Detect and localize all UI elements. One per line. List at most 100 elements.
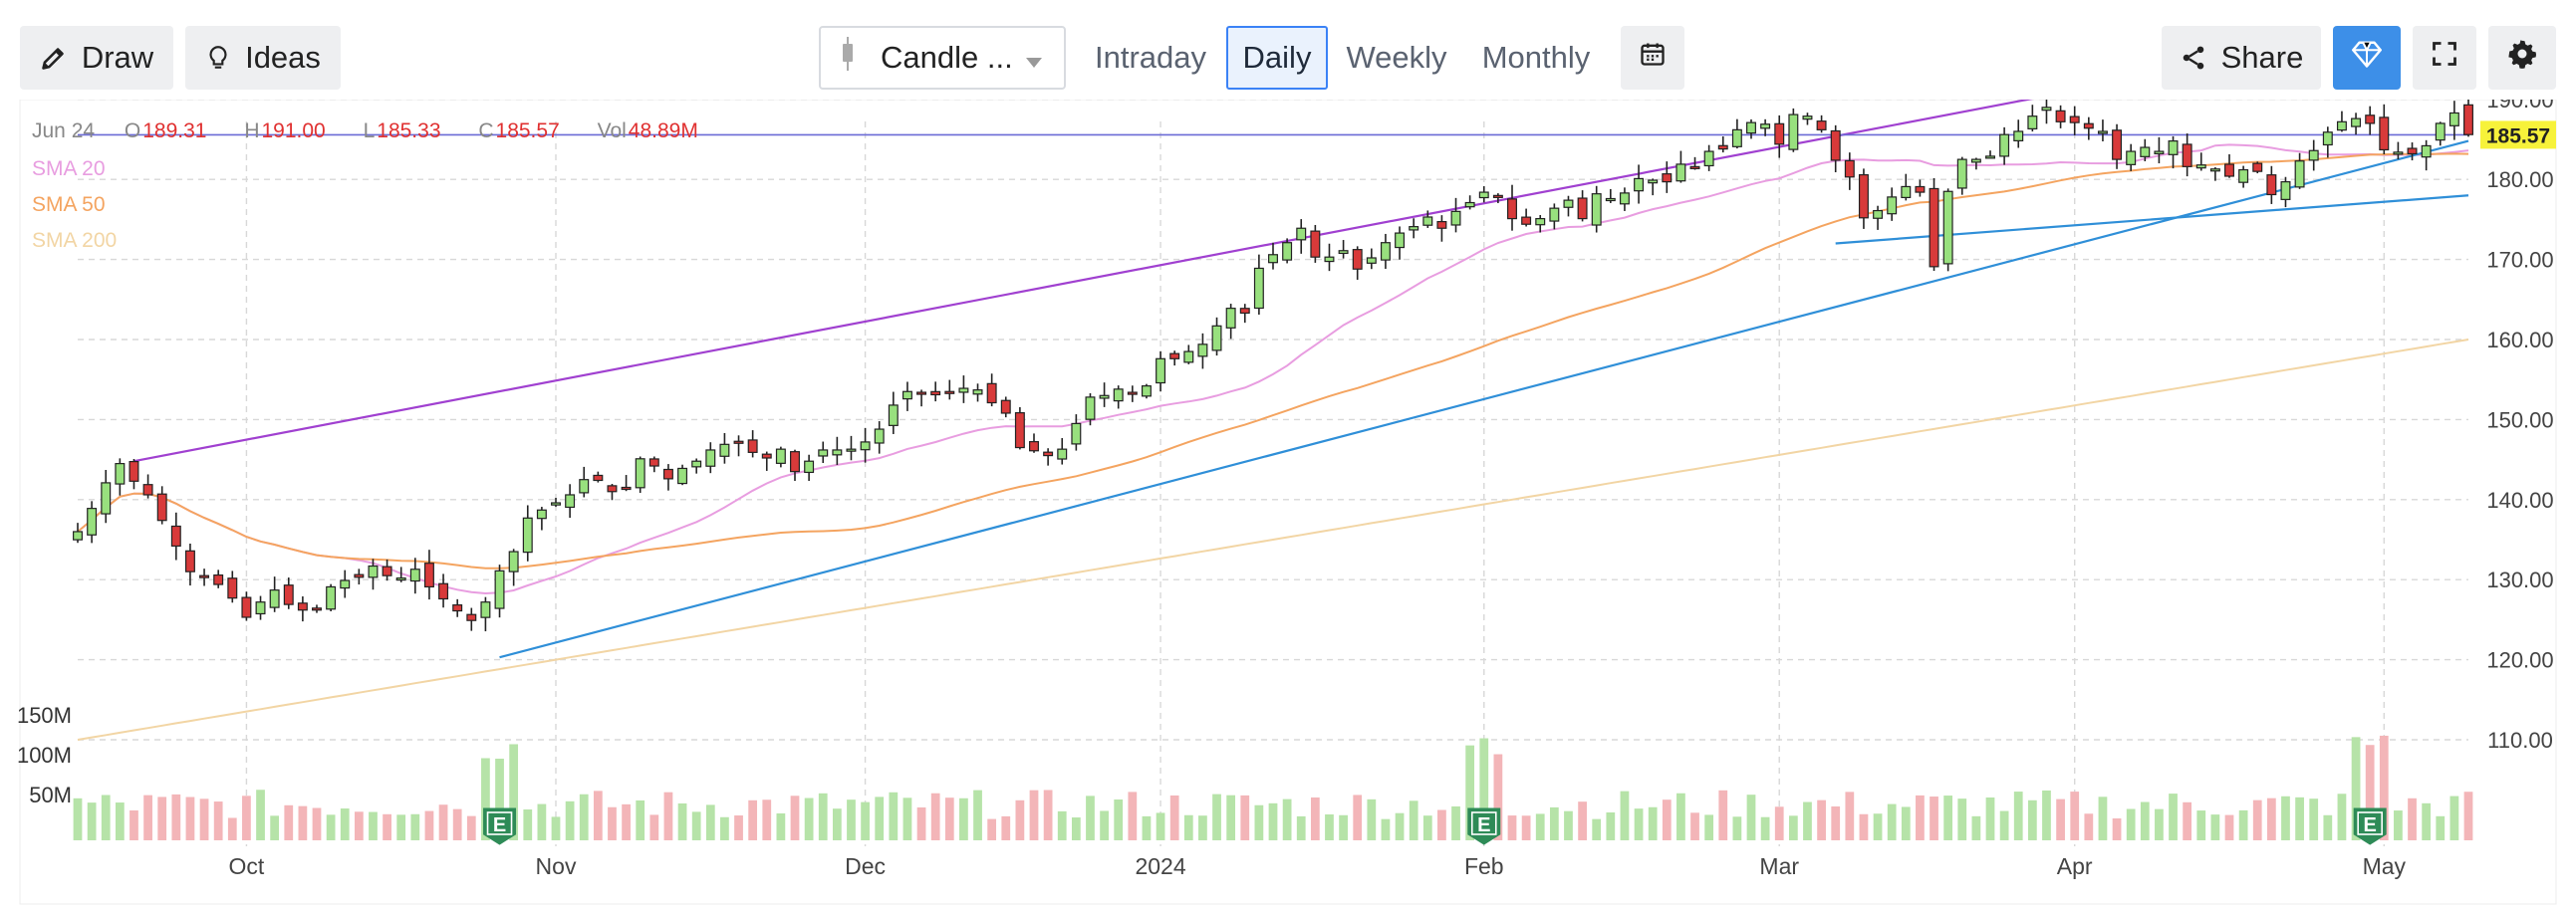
volume-bar <box>1422 815 1432 840</box>
draw-button[interactable]: Draw <box>20 26 173 90</box>
x-tick-label: Nov <box>536 853 577 879</box>
candle-body <box>2182 143 2192 167</box>
candle <box>1422 210 1433 228</box>
volume-bar <box>579 794 589 840</box>
volume-bar <box>1507 815 1517 840</box>
chart-type-dropdown[interactable]: Candle ... <box>819 26 1066 90</box>
price-chart[interactable]: Multiple Top E E E 110.00 120.00 130.00 140.0… <box>0 100 2576 912</box>
volume-bar <box>1353 795 1363 840</box>
candle <box>452 598 463 617</box>
candle-body <box>1253 267 1264 310</box>
candle-body <box>2013 130 2024 141</box>
volume-bar <box>1086 796 1095 840</box>
candle <box>2252 161 2263 174</box>
volume-bar <box>298 805 308 840</box>
volume-bar <box>734 815 743 840</box>
volume-bar <box>340 808 350 840</box>
interval-monthly[interactable]: Monthly <box>1470 26 1602 90</box>
candle-body <box>536 509 547 520</box>
volume-bar <box>1409 800 1418 840</box>
candle <box>2126 143 2137 171</box>
candle-body <box>1858 173 1869 219</box>
volume-bar <box>2042 790 2051 840</box>
candle <box>2336 111 2347 132</box>
candle <box>1141 383 1152 399</box>
volume-bar <box>2155 808 2164 840</box>
share-button[interactable]: Share <box>2162 26 2321 90</box>
fullscreen-button[interactable] <box>2413 26 2476 90</box>
volume-bar <box>1183 814 1193 840</box>
interval-intraday[interactable]: Intraday <box>1086 26 1215 90</box>
candle-body <box>648 458 659 467</box>
candle <box>2448 101 2459 140</box>
candle <box>1549 203 1560 230</box>
candle <box>804 454 815 481</box>
candle <box>522 505 533 562</box>
volume-bar <box>622 803 631 840</box>
x-tick-label: Mar <box>1759 853 1799 879</box>
premium-button[interactable] <box>2333 26 2401 90</box>
candle <box>494 565 505 618</box>
candle <box>761 451 772 471</box>
volume-bar <box>256 790 265 840</box>
volume-bar <box>2183 801 2192 840</box>
volume-bar <box>2323 814 2333 840</box>
y-tick-label: 130.00 <box>2486 568 2553 592</box>
candle-body <box>902 390 912 400</box>
ideas-button[interactable]: Ideas <box>185 26 341 90</box>
earnings-marker: E <box>1467 807 1501 845</box>
candle <box>466 607 477 631</box>
sma200-legend[interactable]: SMA 200 <box>32 229 118 252</box>
volume-bar <box>199 798 209 840</box>
candle-body <box>156 493 167 522</box>
volume-bar <box>720 816 729 840</box>
candle-body <box>579 479 590 494</box>
interval-weekly[interactable]: Weekly <box>1338 26 1455 90</box>
volume-bar <box>438 804 448 840</box>
sma20-legend[interactable]: SMA 20 <box>32 157 106 180</box>
volume-bar <box>1916 795 1925 840</box>
candle <box>579 466 590 498</box>
sma50-legend[interactable]: SMA 50 <box>32 193 106 216</box>
open-value: 189.31 <box>142 119 207 142</box>
volume-bar <box>973 790 982 840</box>
candle-body <box>326 585 337 610</box>
candle-body <box>87 508 98 536</box>
candle <box>1802 113 1813 125</box>
candle-body <box>2463 104 2473 135</box>
low-key: L <box>363 119 376 142</box>
candle <box>1760 118 1771 136</box>
candle <box>395 567 406 582</box>
candle-body <box>2027 115 2038 129</box>
candle <box>115 458 126 496</box>
candle <box>705 442 716 474</box>
date-picker-button[interactable] <box>1621 26 1684 90</box>
volume-bar <box>129 809 138 840</box>
candle <box>775 446 786 468</box>
volume-bar <box>1071 817 1081 840</box>
candle-body <box>2252 162 2263 172</box>
y-tick-label: 120.00 <box>2486 648 2553 673</box>
candle-body <box>1113 388 1124 402</box>
candle <box>1774 114 1785 158</box>
candle-body <box>1873 209 1884 219</box>
candle <box>635 456 645 494</box>
high-key: H <box>244 119 260 142</box>
volume-bar <box>1240 795 1250 840</box>
candle-body <box>466 613 477 621</box>
candle-body <box>860 441 871 451</box>
y-tick-label: 160.00 <box>2486 328 2553 352</box>
volume-bar <box>1465 745 1475 840</box>
volume-bar <box>691 811 701 840</box>
candle-body <box>1605 197 1616 202</box>
candle-body <box>2041 107 2052 112</box>
volume-bar <box>1760 816 1770 840</box>
interval-daily[interactable]: Daily <box>1226 26 1328 90</box>
candle <box>1450 197 1461 233</box>
interval-intraday-label: Intraday <box>1094 40 1206 75</box>
candle <box>846 435 857 461</box>
candle <box>916 389 927 407</box>
candle-body <box>621 486 632 491</box>
settings-button[interactable] <box>2488 26 2556 90</box>
candle <box>958 375 969 403</box>
